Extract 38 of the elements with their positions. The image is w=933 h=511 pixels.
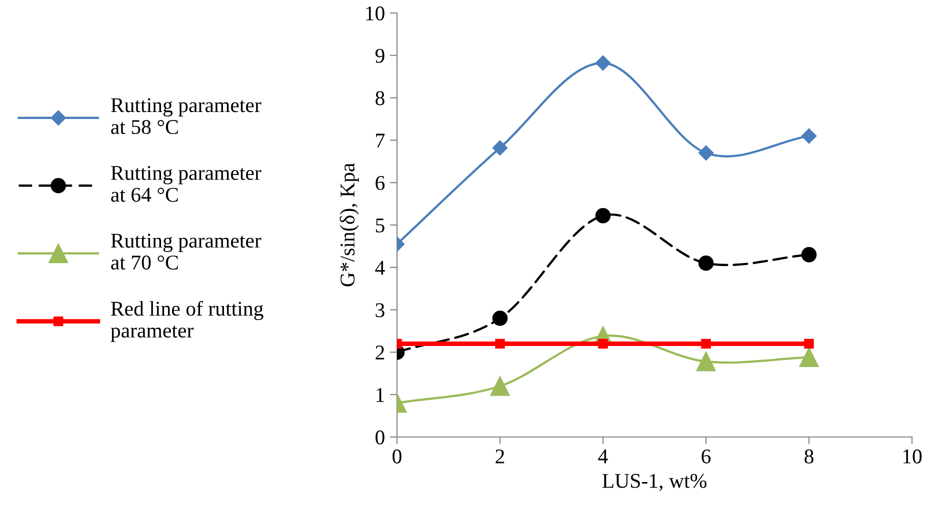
legend-label: Rutting parameter at 70 °C: [111, 234, 262, 270]
point: [698, 256, 714, 271]
y-tick-label: 5: [376, 218, 384, 232]
x-tick-label: 10: [903, 449, 922, 464]
point: [801, 128, 817, 144]
legend-label: Red line of rutting parameter: [110, 300, 264, 342]
x-tick-label: 8: [804, 449, 814, 464]
point: [595, 55, 611, 71]
point: [801, 247, 817, 262]
point: [492, 310, 508, 326]
point: [598, 338, 608, 349]
x-tick-label: 2: [496, 449, 504, 464]
y-tick-label: 3: [376, 303, 384, 318]
point: [595, 208, 611, 224]
y-tick-label: 10: [366, 6, 384, 20]
y-tick-label: 8: [376, 91, 384, 106]
y-axis-title: G*/sin(δ), Kpa: [340, 163, 359, 286]
point: [799, 348, 819, 368]
point: [804, 338, 814, 349]
x-tick-label: 6: [702, 449, 711, 464]
point: [701, 338, 711, 349]
point: [492, 140, 508, 156]
y-tick-label: 1: [376, 388, 384, 402]
x-tick-label: 0: [392, 449, 402, 464]
point: [696, 352, 716, 372]
y-tick-label: 7: [376, 134, 385, 148]
y-tick-label: 0: [376, 430, 384, 444]
legend-label: Rutting parameter at 64 °C: [111, 166, 262, 202]
legend-label: Rutting parameter at 58 °C: [111, 98, 262, 134]
y-tick-label: 4: [375, 260, 385, 275]
y-tick-label: 9: [375, 48, 384, 63]
y-tick-label: 2: [376, 346, 384, 360]
point: [495, 338, 505, 349]
y-tick-label: 6: [376, 176, 385, 190]
x-tick-label: 4: [598, 450, 608, 464]
point: [490, 376, 510, 396]
x-axis-title: LUS-1, wt%: [602, 474, 706, 491]
point: [698, 145, 714, 160]
